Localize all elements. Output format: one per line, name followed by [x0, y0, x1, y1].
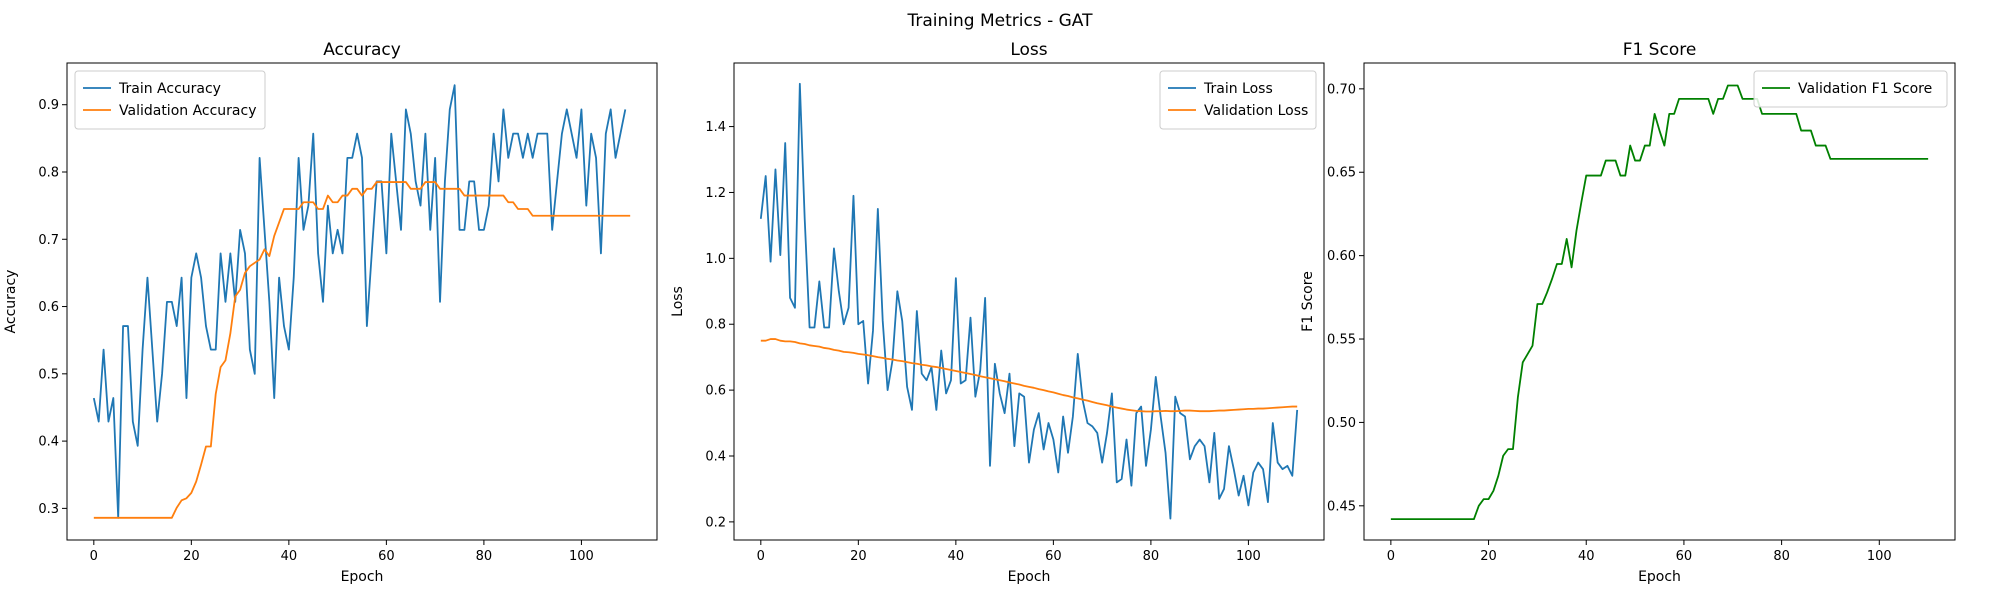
y-tick-label: 1.2 — [705, 186, 726, 201]
y-tick-label: 0.4 — [705, 449, 726, 464]
y-tick-label: 0.70 — [1327, 82, 1356, 97]
legend: Train Accuracy Validation Accuracy — [74, 70, 266, 130]
chart-title: F1 Score — [1623, 40, 1697, 60]
y-tick-label: 0.60 — [1327, 249, 1356, 264]
y-tick-label: 0.5 — [38, 367, 59, 382]
x-tick-label: 60 — [1676, 549, 1693, 564]
x-tick-label: 20 — [850, 549, 867, 564]
series-line-train-accuracy — [92, 84, 627, 519]
x-tick-label: 40 — [948, 549, 965, 564]
series-line-train-loss — [759, 82, 1299, 520]
legend-label: Validation F1 Score — [1798, 81, 1932, 97]
y-tick-label: 0.4 — [38, 435, 59, 450]
x-tick-label: 20 — [183, 549, 200, 564]
y-axis-label: F1 Score — [1300, 271, 1316, 332]
x-tick-label: 80 — [476, 549, 493, 564]
y-tick-label: 0.50 — [1327, 416, 1356, 431]
series-line-validation-accuracy — [93, 181, 631, 519]
legend-label: Train Loss — [1203, 81, 1273, 97]
y-tick-label: 0.65 — [1327, 166, 1356, 181]
legend-label: Train Accuracy — [118, 81, 221, 97]
x-tick-label: 80 — [1773, 549, 1790, 564]
y-tick-label: 0.55 — [1327, 333, 1356, 348]
x-axis-label: Epoch — [341, 569, 384, 585]
y-tick-label: 0.3 — [38, 502, 59, 517]
legend-label: Validation Accuracy — [119, 103, 257, 119]
plot-frame — [1363, 62, 1956, 541]
plot-frame — [733, 62, 1325, 541]
x-axis-label: Epoch — [1638, 569, 1681, 585]
chart-panel-1: Accuracy 0 20 40 60 80 100 0.3 0.4 0.5 0.6 0.7 0.8 0.… — [3, 40, 658, 585]
y-tick-label: 0.6 — [705, 384, 726, 399]
y-tick-label: 0.8 — [38, 165, 59, 180]
figure-title: Training Metrics - GAT — [907, 11, 1094, 31]
y-tick-label: 0.8 — [705, 318, 726, 333]
x-tick-label: 60 — [378, 549, 395, 564]
x-tick-label: 0 — [90, 549, 98, 564]
legend-box — [1159, 70, 1317, 130]
chart-panel-2: Loss 0 20 40 60 80 100 0.2 0.4 0.6 0.8 1.0 1.2 1.4 Epo… — [670, 40, 1325, 585]
x-tick-label: 100 — [569, 549, 594, 564]
chart-title: Loss — [1010, 40, 1047, 60]
y-tick-label: 0.9 — [38, 98, 59, 113]
y-tick-label: 0.45 — [1327, 499, 1356, 514]
x-tick-label: 100 — [1236, 549, 1261, 564]
x-tick-label: 20 — [1480, 549, 1497, 564]
x-tick-label: 0 — [757, 549, 765, 564]
x-tick-label: 100 — [1867, 549, 1892, 564]
plot-frame — [66, 62, 658, 541]
x-tick-label: 80 — [1143, 549, 1160, 564]
x-tick-label: 40 — [1578, 549, 1595, 564]
y-tick-label: 1.4 — [705, 120, 726, 135]
series-line-validation-loss — [760, 338, 1298, 413]
y-tick-label: 0.7 — [38, 233, 59, 248]
legend: Validation F1 Score — [1753, 70, 1948, 108]
y-tick-label: 0.6 — [38, 300, 59, 315]
y-axis-label: Accuracy — [3, 270, 19, 334]
x-axis-label: Epoch — [1008, 569, 1051, 585]
legend: Train Loss Validation Loss — [1159, 70, 1317, 130]
x-tick-label: 0 — [1387, 549, 1395, 564]
y-tick-label: 1.0 — [705, 252, 726, 267]
x-tick-label: 40 — [281, 549, 298, 564]
chart-title: Accuracy — [323, 40, 401, 60]
x-tick-label: 60 — [1045, 549, 1062, 564]
legend-box — [1753, 70, 1948, 108]
series-line-validation-f1-score — [1390, 84, 1929, 521]
y-axis-label: Loss — [670, 286, 686, 317]
y-tick-label: 0.2 — [705, 515, 726, 530]
chart-panel-3: F1 Score 0 20 40 60 80 100 0.45 0.50 0.55 0.60 0.65… — [1300, 40, 1956, 585]
legend-box — [74, 70, 266, 130]
panels: Accuracy 0 20 40 60 80 100 0.3 0.4 0.5 0.6 0.7 0.8 0.… — [3, 40, 1956, 585]
legend-label: Validation Loss — [1204, 103, 1308, 119]
